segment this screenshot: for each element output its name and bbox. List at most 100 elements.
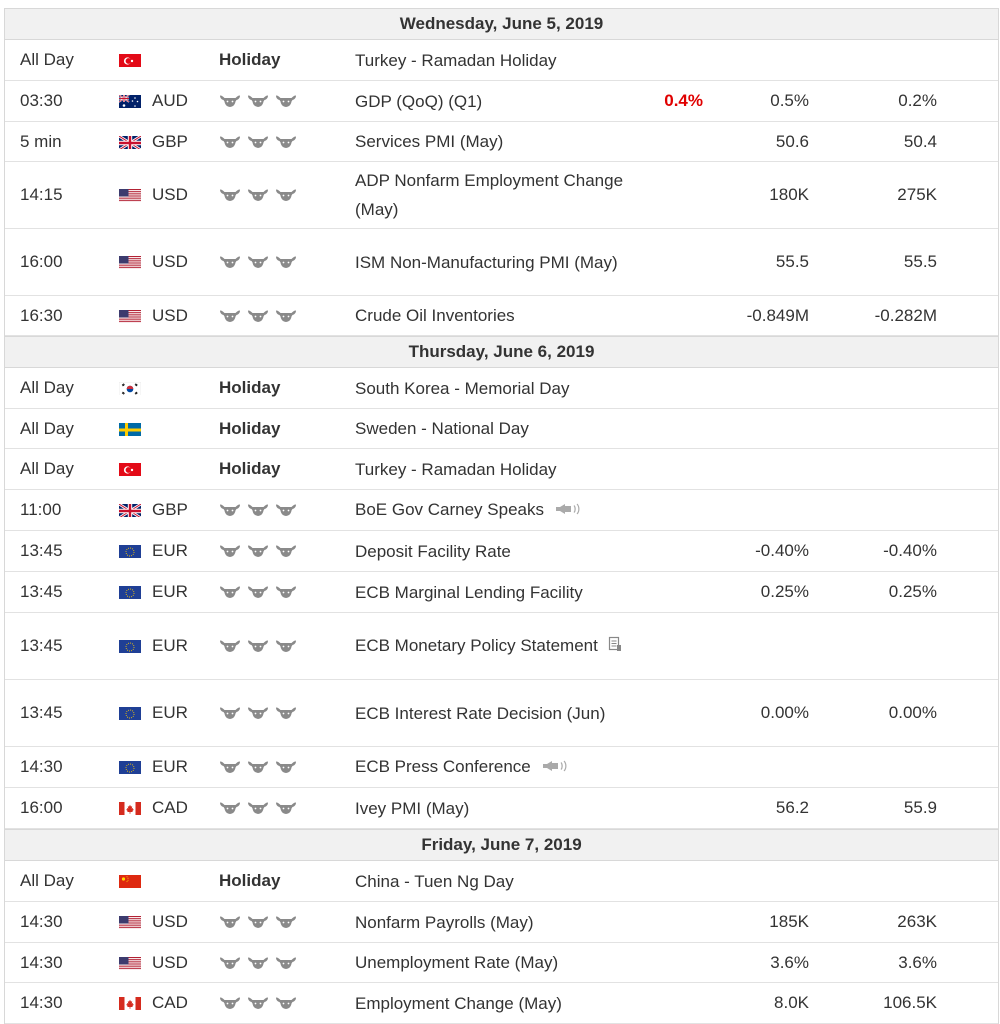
holiday-label: Holiday — [219, 378, 280, 398]
event-name[interactable]: ECB Press Conference — [355, 747, 640, 787]
event-time: 16:00 — [20, 788, 63, 828]
au-flag — [119, 81, 141, 121]
importance-bulls-icon — [219, 503, 297, 517]
event-name[interactable]: BoE Gov Carney Speaks — [355, 490, 640, 530]
event-name-text[interactable]: Services PMI (May) — [355, 132, 503, 151]
forecast-value — [705, 368, 809, 408]
forecast-value: 180K — [705, 162, 809, 228]
event-name[interactable]: ADP Nonfarm Employment Change (May) — [355, 162, 640, 228]
actual-value — [605, 943, 703, 982]
event-name-text[interactable]: Unemployment Rate (May) — [355, 953, 558, 972]
event-name[interactable]: Ivey PMI (May) — [355, 788, 640, 828]
event-time: 13:45 — [20, 531, 63, 571]
importance — [219, 531, 297, 571]
eu-flag — [119, 531, 141, 571]
event-name[interactable]: ISM Non-Manufacturing PMI (May) — [355, 229, 640, 295]
event-name-text[interactable]: ADP Nonfarm Employment Change (May) — [355, 171, 623, 219]
event-name-text[interactable]: Employment Change (May) — [355, 994, 562, 1013]
event-name[interactable]: Unemployment Rate (May) — [355, 943, 640, 982]
importance-bulls-icon — [219, 94, 297, 108]
previous-value — [825, 449, 937, 489]
event-name[interactable]: Employment Change (May) — [355, 983, 640, 1023]
event-name-text[interactable]: Ivey PMI (May) — [355, 799, 469, 818]
event-time: All Day — [20, 449, 74, 489]
event-name-text[interactable]: GDP (QoQ) (Q1) — [355, 92, 482, 111]
event-name[interactable]: Services PMI (May) — [355, 122, 640, 161]
event-name[interactable]: Nonfarm Payrolls (May) — [355, 902, 640, 942]
day-header: Wednesday, June 5, 2019 — [5, 8, 998, 40]
importance — [219, 680, 297, 746]
event-name[interactable]: Turkey - Ramadan Holiday — [355, 40, 640, 80]
importance — [219, 983, 297, 1023]
event-name-text[interactable]: Turkey - Ramadan Holiday — [355, 460, 557, 479]
previous-value: 3.6% — [825, 943, 937, 982]
forecast-value: 3.6% — [705, 943, 809, 982]
event-name[interactable]: Sweden - National Day — [355, 409, 640, 448]
event-name-text[interactable]: Turkey - Ramadan Holiday — [355, 51, 557, 70]
forecast-value — [705, 747, 809, 787]
event-name-text[interactable]: Deposit Facility Rate — [355, 542, 511, 561]
event-name-text[interactable]: Crude Oil Inventories — [355, 306, 515, 325]
forecast-value: 50.6 — [705, 122, 809, 161]
event-name-text[interactable]: China - Tuen Ng Day — [355, 872, 514, 891]
previous-value — [825, 409, 937, 448]
forecast-value — [705, 613, 809, 679]
gb-flag — [119, 122, 141, 161]
event-time: All Day — [20, 409, 74, 448]
event-name[interactable]: Turkey - Ramadan Holiday — [355, 449, 640, 489]
event-name-text[interactable]: Nonfarm Payrolls (May) — [355, 913, 534, 932]
event-name-text[interactable]: ISM Non-Manufacturing PMI (May) — [355, 253, 618, 272]
actual-value — [605, 162, 703, 228]
day-header: Thursday, June 6, 2019 — [5, 336, 998, 368]
currency-code: EUR — [152, 747, 188, 787]
speaker-icon[interactable] — [554, 496, 582, 525]
event-name-text[interactable]: ECB Interest Rate Decision (Jun) — [355, 704, 605, 723]
event-name-text[interactable]: ECB Marginal Lending Facility — [355, 583, 583, 602]
table-row[interactable]: All Day Holiday China - Tuen Ng Day — [5, 861, 998, 902]
forecast-value: 0.5% — [705, 81, 809, 121]
speaker-icon[interactable] — [541, 753, 569, 782]
previous-value — [825, 40, 937, 80]
importance-bulls-icon — [219, 801, 297, 815]
holiday-label: Holiday — [219, 871, 280, 891]
event-name-text[interactable]: ECB Press Conference — [355, 757, 531, 776]
event-time: 14:30 — [20, 943, 63, 982]
event-name[interactable]: China - Tuen Ng Day — [355, 861, 640, 901]
event-name-text[interactable]: BoE Gov Carney Speaks — [355, 500, 544, 519]
event-name[interactable]: Deposit Facility Rate — [355, 531, 640, 571]
event-name-text[interactable]: Sweden - National Day — [355, 419, 529, 438]
event-name-text[interactable]: South Korea - Memorial Day — [355, 379, 569, 398]
event-name[interactable]: South Korea - Memorial Day — [355, 368, 640, 408]
event-name[interactable]: GDP (QoQ) (Q1) — [355, 81, 640, 121]
importance-bulls-icon — [219, 544, 297, 558]
forecast-value: 56.2 — [705, 788, 809, 828]
forecast-value: 0.25% — [705, 572, 809, 612]
event-name[interactable]: ECB Interest Rate Decision (Jun) — [355, 680, 640, 746]
event-name[interactable]: ECB Monetary Policy Statement — [355, 613, 640, 679]
event-name[interactable]: ECB Marginal Lending Facility — [355, 572, 640, 612]
se-flag — [119, 409, 141, 448]
currency-code: GBP — [152, 122, 188, 161]
event-name-text[interactable]: ECB Monetary Policy Statement — [355, 636, 598, 655]
event-name[interactable]: Crude Oil Inventories — [355, 296, 640, 335]
event-time: All Day — [20, 861, 74, 901]
